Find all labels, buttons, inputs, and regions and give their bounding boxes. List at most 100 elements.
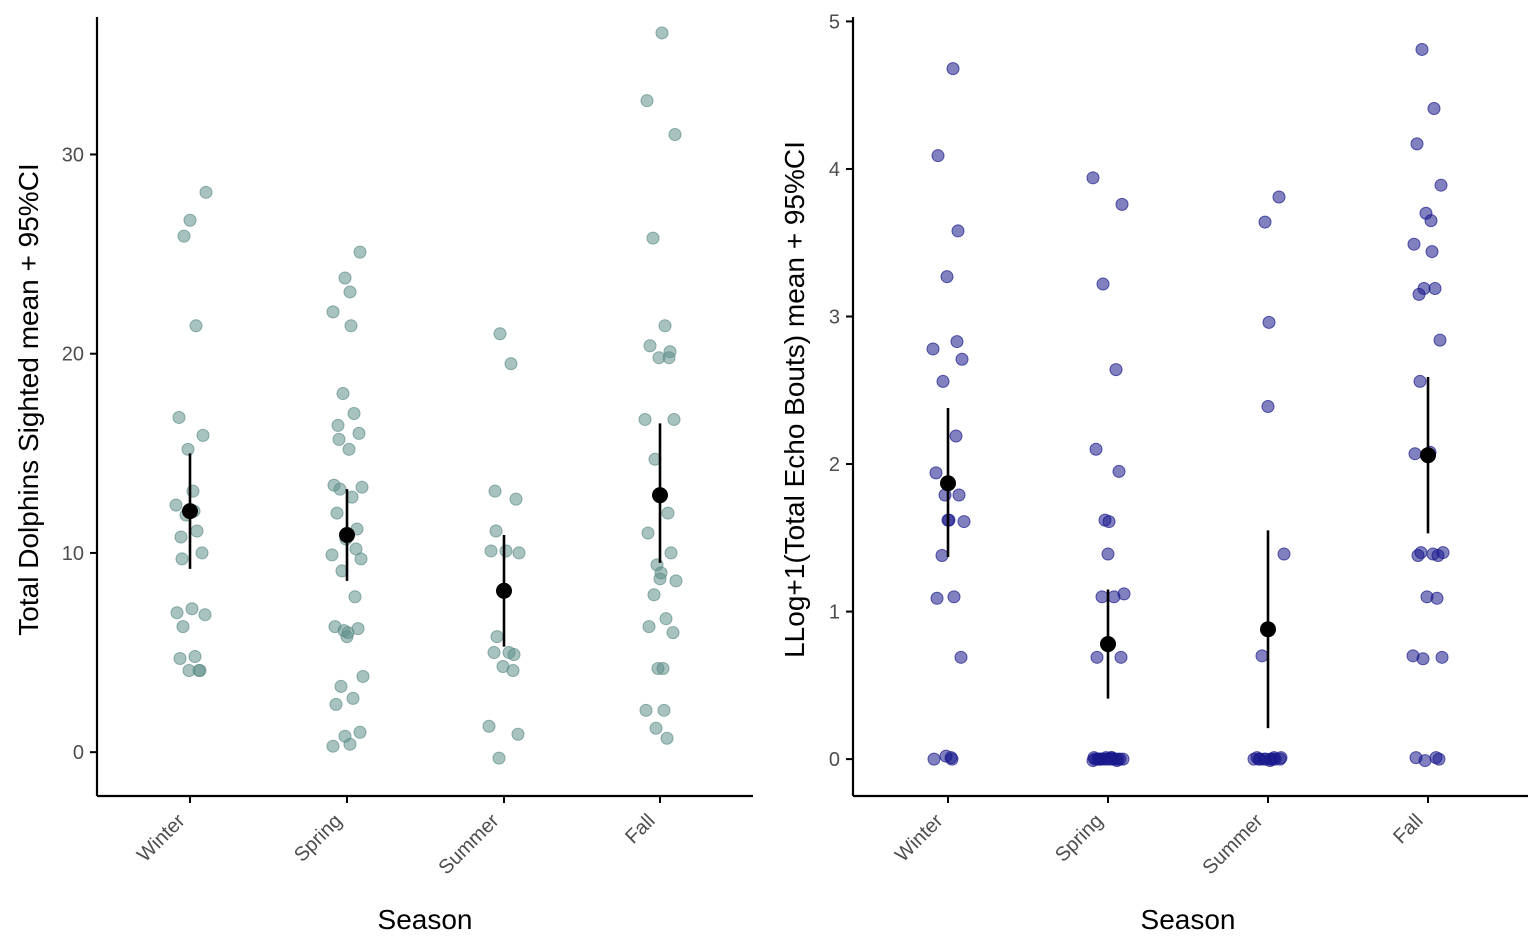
data-point (509, 492, 523, 506)
data-point (931, 149, 945, 163)
data-point (343, 285, 357, 299)
data-point (955, 352, 969, 366)
data-point (170, 606, 184, 620)
data-point (1434, 178, 1448, 192)
data-point (340, 630, 354, 644)
data-point (482, 719, 496, 733)
data-point (347, 406, 361, 420)
data-point (173, 652, 187, 666)
y-tick-label: 1 (829, 602, 840, 624)
data-point (329, 697, 343, 711)
data-point (334, 679, 348, 693)
data-point (926, 342, 940, 356)
mean-point (652, 487, 668, 504)
data-point (490, 630, 504, 644)
data-point (1089, 442, 1103, 456)
data-point (664, 546, 678, 560)
data-point (950, 335, 964, 349)
x-tick-label-spring: Spring (290, 810, 346, 866)
data-point (1096, 277, 1110, 291)
data-point (488, 484, 502, 498)
data-point (1277, 547, 1291, 561)
data-point (1262, 315, 1276, 329)
data-point (1425, 245, 1439, 259)
data-point (1413, 374, 1427, 388)
data-point (936, 374, 950, 388)
data-point (940, 270, 954, 284)
data-point (649, 721, 663, 735)
data-point (343, 737, 357, 751)
data-point (1255, 649, 1269, 663)
data-point (951, 224, 965, 238)
mean-point (1260, 621, 1276, 638)
data-point (342, 442, 356, 456)
data-point (1410, 137, 1424, 151)
data-point (1112, 464, 1126, 478)
data-point (176, 620, 190, 634)
data-point (188, 650, 202, 664)
data-point (175, 552, 189, 566)
x-tick-label-summer: Summer (1199, 810, 1268, 879)
data-point (355, 480, 369, 494)
data-point (930, 591, 944, 605)
data-point (1102, 515, 1116, 529)
data-point (638, 412, 652, 426)
mean-point (1420, 447, 1436, 464)
data-point (954, 650, 968, 664)
y-tick-label: 0 (829, 749, 840, 771)
data-point (325, 548, 339, 562)
data-point (949, 429, 963, 443)
data-point (1432, 752, 1446, 766)
data-point (1086, 754, 1100, 768)
data-point (639, 703, 653, 717)
data-point (177, 229, 191, 243)
mean-point (182, 503, 198, 520)
data-point (185, 602, 199, 616)
mean-point (1100, 636, 1116, 653)
data-point (1272, 190, 1286, 204)
x-tick-label-summer: Summer (435, 810, 504, 879)
data-point (957, 515, 971, 529)
data-point (952, 488, 966, 502)
data-point (929, 466, 943, 480)
data-point (487, 646, 501, 660)
data-point (661, 506, 675, 520)
data-point (1090, 650, 1104, 664)
x-tick-label-fall: Fall (1389, 810, 1427, 848)
data-point (658, 319, 672, 333)
data-point (947, 590, 961, 604)
y-tick-label: 2 (829, 454, 840, 476)
data-point (1418, 754, 1432, 768)
data-point (195, 546, 209, 560)
data-point (331, 418, 345, 432)
y-tick-label: 5 (829, 11, 840, 33)
y-tick-label: 20 (62, 344, 84, 366)
data-point (1424, 214, 1438, 228)
data-point (192, 663, 206, 677)
mean-point (940, 475, 956, 492)
data-point (326, 739, 340, 753)
data-point (169, 498, 183, 512)
data-point (332, 432, 346, 446)
y-tick-label: 0 (73, 742, 84, 764)
data-point (641, 526, 655, 540)
x-tick-label-fall: Fall (621, 810, 659, 848)
data-point (653, 572, 667, 586)
data-point (659, 612, 673, 626)
data-point (1427, 101, 1441, 115)
data-point (354, 552, 368, 566)
data-point (174, 530, 188, 544)
data-point (669, 574, 683, 588)
data-point (1412, 287, 1426, 301)
mean-point (339, 527, 355, 544)
y-tick-label: 30 (62, 144, 84, 166)
data-point (511, 727, 525, 741)
data-point (1101, 547, 1115, 561)
data-point (489, 524, 503, 538)
data-point (657, 703, 671, 717)
mean-point (496, 582, 512, 599)
data-point (945, 752, 959, 766)
y-axis-title: LLog+1(Total Echo Bouts) mean + 95%CI (779, 141, 810, 658)
data-point (660, 731, 674, 745)
